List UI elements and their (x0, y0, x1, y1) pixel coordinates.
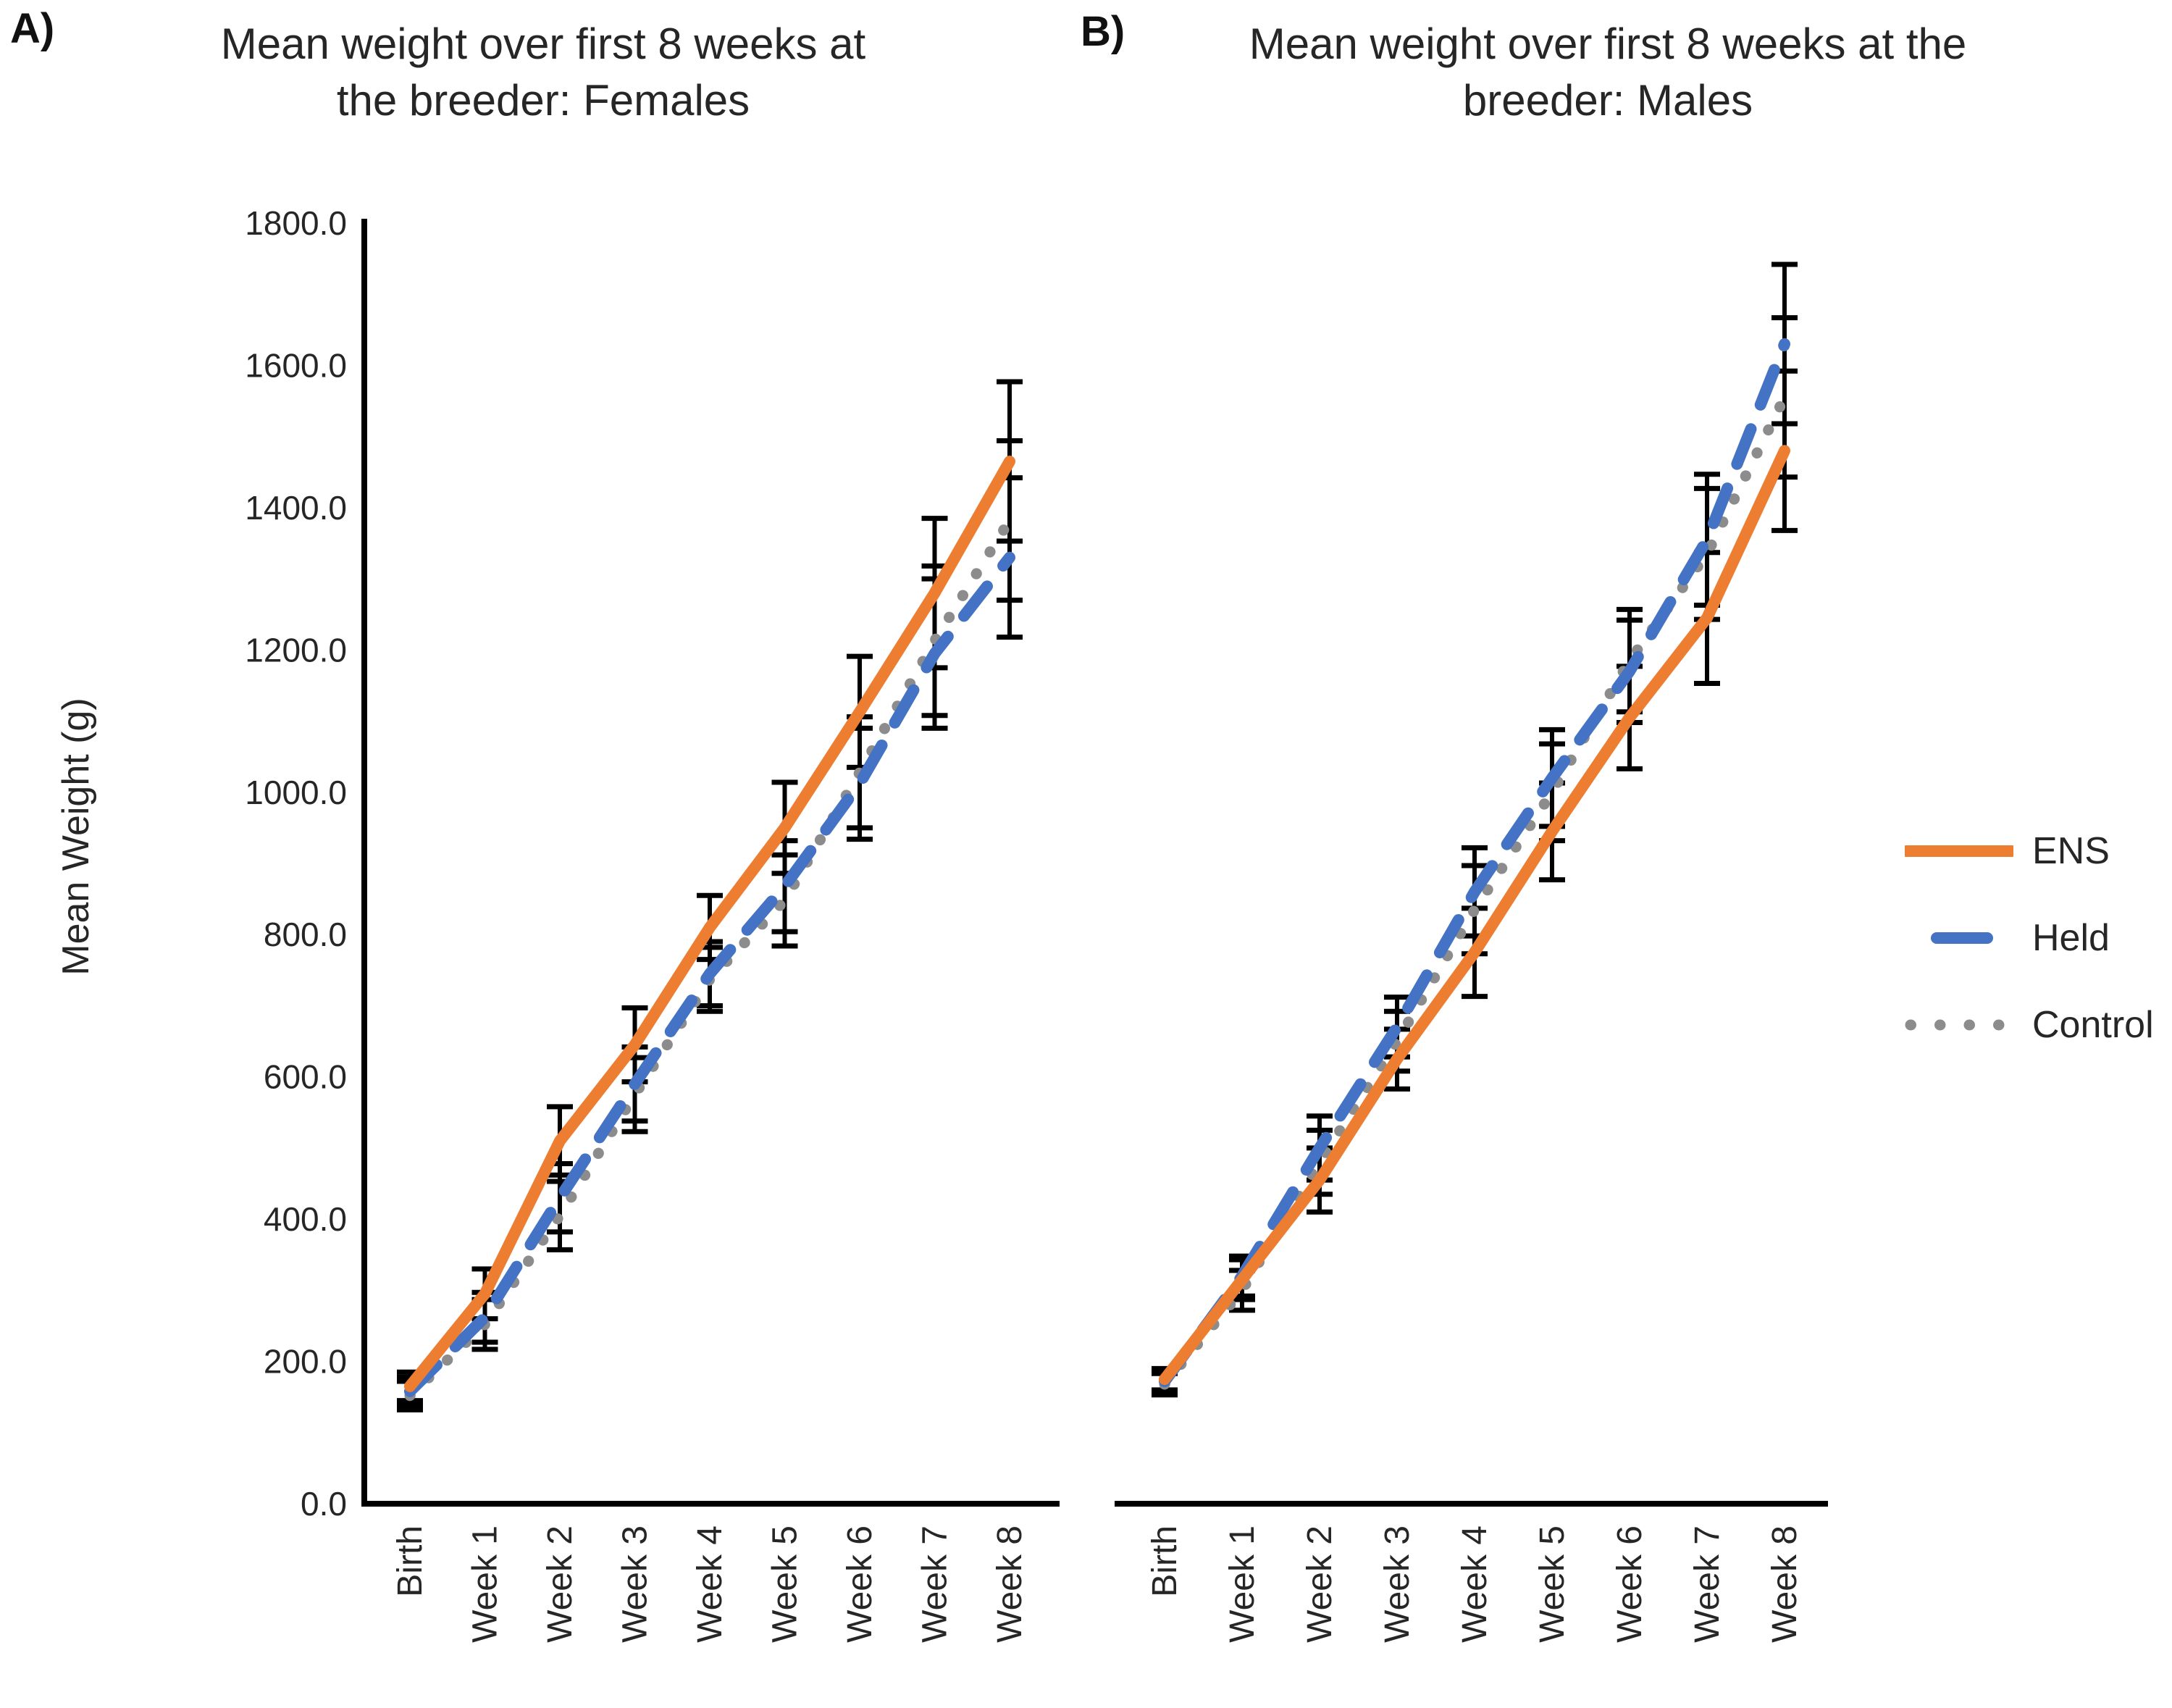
ens-line (404, 456, 1015, 1392)
y-tick-label: 400.0 (264, 1200, 347, 1238)
panel-a-category-label: Week 4 (691, 1525, 729, 1643)
legend-item-held: Held (1905, 917, 2154, 959)
panel-a-category-label: Week 6 (841, 1525, 879, 1643)
y-tick-label: 600.0 (264, 1058, 347, 1096)
panel-b-title-line2: breeder: Males (1462, 76, 1753, 125)
control-line-swatch (1905, 1014, 2013, 1036)
ens-line (1159, 445, 1790, 1386)
legend-label-control: Control (2032, 1004, 2154, 1046)
panel-a-title-line1: Mean weight over first 8 weeks at (220, 20, 866, 68)
panel-b-title-line1: Mean weight over first 8 weeks at the (1249, 20, 1967, 68)
panel-a-title-line2: the breeder: Females (336, 76, 750, 125)
y-tick-label: 800.0 (264, 916, 347, 953)
panel-b-category-label: Week 2 (1301, 1525, 1339, 1643)
legend-label-ens: ENS (2032, 830, 2110, 872)
panel-b-category-label: Week 8 (1766, 1525, 1804, 1643)
legend-label-held: Held (2032, 917, 2110, 959)
panel-a-label: A) (10, 5, 55, 52)
panel-a-category-label: Week 3 (616, 1525, 655, 1643)
control-error-bar (771, 852, 798, 949)
legend-item-ens: ENS (1900, 830, 2154, 872)
panel-b-category-label: Week 1 (1223, 1525, 1262, 1643)
y-tick-label: 1400.0 (245, 489, 347, 527)
panel-b-title: Mean weight over first 8 weeks at the br… (1130, 16, 2086, 129)
y-tick-label: 1200.0 (245, 631, 347, 669)
panel-b-category-label: Week 5 (1533, 1525, 1572, 1643)
panel-a-category-label: Week 7 (916, 1525, 955, 1643)
control-swatch-svg (1905, 1019, 2013, 1031)
panel-a-category-label: Week 8 (991, 1525, 1029, 1643)
panel-b-category-label: Week 7 (1688, 1525, 1727, 1643)
panel-b-category-label: Week 6 (1611, 1525, 1649, 1643)
panel-a-category-label: Week 2 (541, 1525, 579, 1643)
held-swatch-svg (1931, 932, 1993, 944)
control-line (1159, 392, 1790, 1390)
y-tick-label: 1600.0 (245, 346, 347, 384)
ens-line-swatch (1900, 840, 2018, 862)
panel-b-category-label: Week 4 (1456, 1525, 1494, 1643)
y-tick-label: 1000.0 (245, 774, 347, 811)
panel-b-category-label: Week 3 (1378, 1525, 1417, 1643)
panel-a-plot: 0.0 200.0 400.0 600.0 800.0 1000.0 1200.0 1400.… (245, 204, 1060, 1643)
panel-a-category-label: Birth (391, 1525, 429, 1597)
panel-b-plot: Birth Week 1 Week 2 Week 3 Week 4 Week 5 Week … (1115, 261, 1828, 1643)
y-tick-label: 1800.0 (245, 204, 347, 242)
y-tick-label: 200.0 (264, 1343, 347, 1381)
held-line-swatch (1905, 927, 2013, 949)
panel-a-title: Mean weight over first 8 weeks at the br… (51, 16, 1036, 129)
legend-item-control: Control (1905, 1004, 2154, 1046)
panel-a-category-label: Week 5 (766, 1525, 805, 1643)
y-tick-label: 0.0 (301, 1485, 347, 1523)
held-line (404, 551, 1015, 1397)
panel-b-category-label: Birth (1146, 1525, 1184, 1597)
panel-a-category-label: Week 1 (466, 1525, 505, 1643)
held-line (1159, 338, 1790, 1388)
legend: ENS Held Control (1900, 830, 2154, 1046)
panel-b-label: B) (1081, 8, 1125, 55)
ens-swatch-svg (1900, 845, 2018, 857)
